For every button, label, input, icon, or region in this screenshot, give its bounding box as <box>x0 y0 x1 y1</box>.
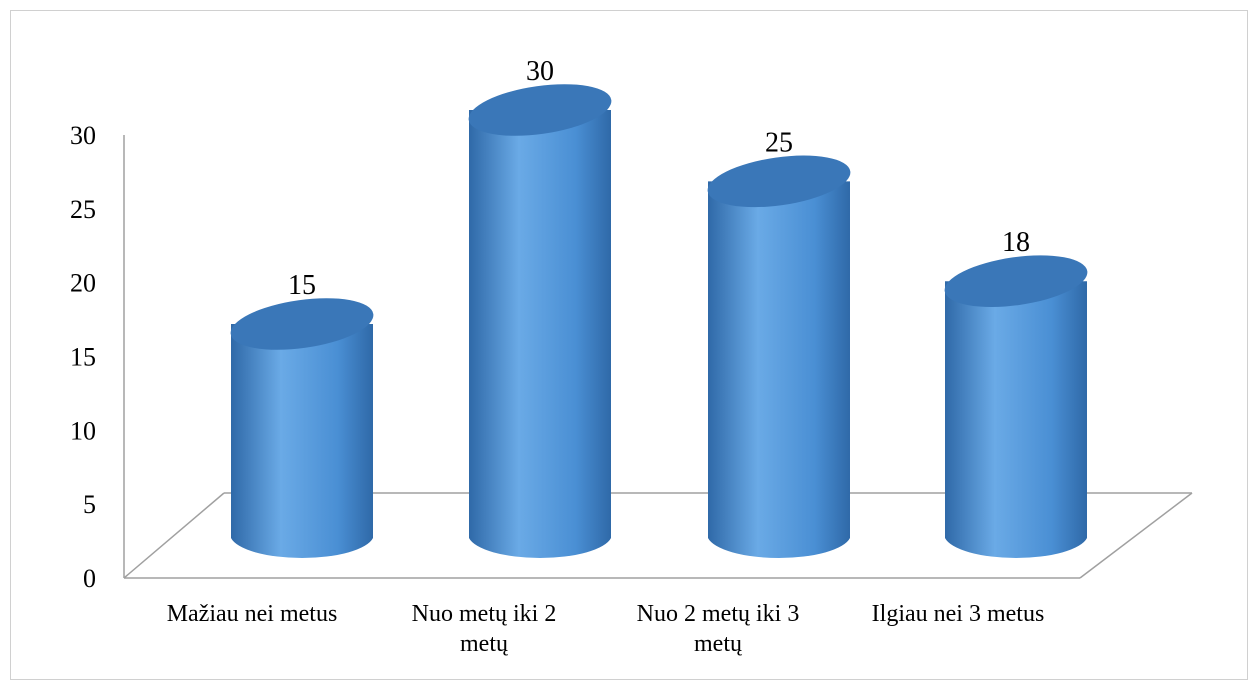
data-labels: 15 30 25 18 <box>288 56 1030 301</box>
y-axis-ticks: 0 5 10 15 20 25 30 <box>70 121 96 593</box>
bar <box>707 155 851 559</box>
y-tick-label: 20 <box>70 269 96 298</box>
category-label: Nuo metų iki 2 metų <box>412 601 557 657</box>
y-tick-label: 30 <box>70 121 96 150</box>
category-label: Mažiau nei metus <box>167 601 338 627</box>
bar-top <box>468 84 612 136</box>
y-tick-label: 0 <box>83 564 96 593</box>
y-tick-label: 25 <box>70 195 96 224</box>
bars-layer <box>230 84 1088 559</box>
floor-right-edge <box>1079 492 1193 579</box>
bar <box>230 298 374 559</box>
data-label: 15 <box>288 270 316 301</box>
bar-top <box>230 298 374 350</box>
bar-body <box>945 281 1087 559</box>
bar-top <box>944 255 1088 307</box>
y-tick-label: 5 <box>83 490 96 519</box>
category-label: Nuo 2 metų iki 3 metų <box>637 601 800 657</box>
data-label: 30 <box>526 56 554 87</box>
data-label: 18 <box>1002 227 1030 258</box>
bar <box>468 84 612 559</box>
floor-left-edge <box>123 492 225 579</box>
bar-body <box>469 110 611 559</box>
bar-body <box>231 324 373 559</box>
data-label: 25 <box>765 127 793 158</box>
bar-body <box>708 181 850 559</box>
y-tick-label: 10 <box>70 416 96 445</box>
bar-top <box>707 155 851 208</box>
bar <box>944 255 1088 559</box>
y-tick-label: 15 <box>70 343 96 372</box>
x-axis-categories: Mažiau nei metus Nuo metų iki 2 metų Nuo 2 … <box>167 601 1045 657</box>
category-label: Ilgiau nei 3 metus <box>872 601 1045 627</box>
